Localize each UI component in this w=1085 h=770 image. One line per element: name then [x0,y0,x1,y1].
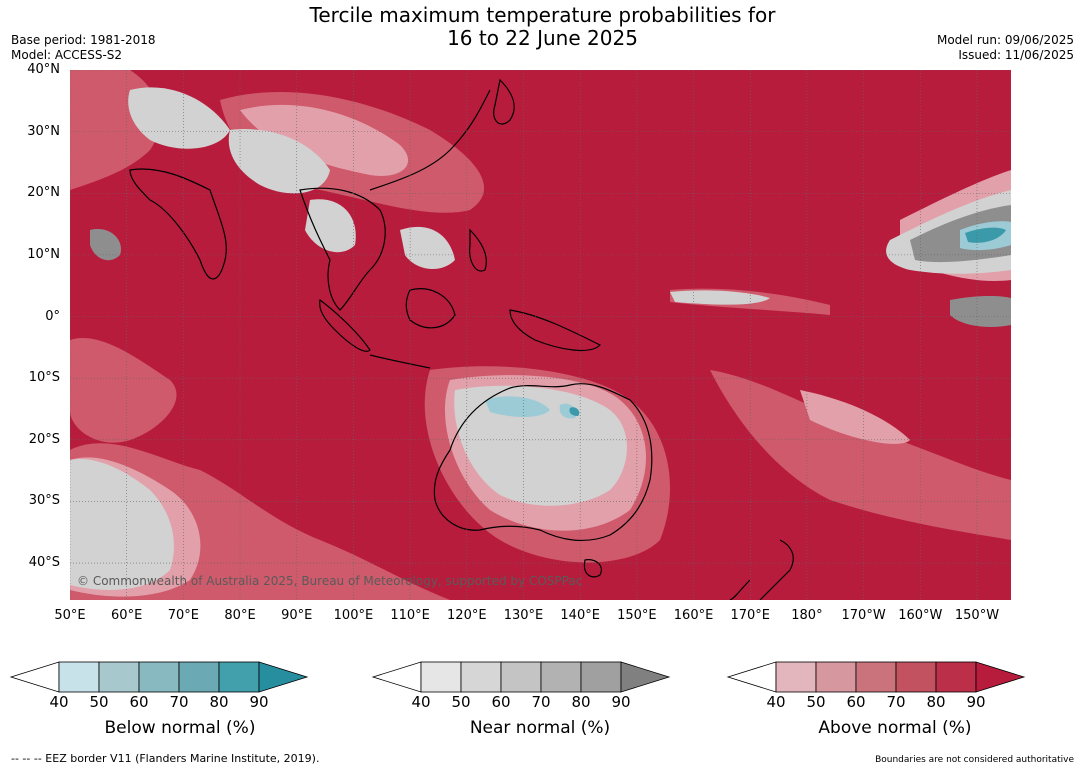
longitude-label: 150°W [954,608,1000,623]
colorbar-segment [178,661,220,693]
latitude-label: 30°S [28,493,60,509]
model-name: Model: ACCESS-S2 [11,48,123,62]
near-normal-title: Near normal (%) [469,718,611,738]
longitude-label: 170°W [841,608,886,623]
title-line-2: 16 to 22 June 2025 [447,26,638,50]
colorbars [9,661,1026,693]
latitude-label: 0° [45,308,60,324]
colorbar-segment [580,661,622,693]
colorbar-tick-label: 90 [611,693,631,711]
eez-border-note: -- -- -- EEZ border V11 (Flanders Marine… [11,752,320,765]
longitude-label: 150°E [617,608,657,623]
below-normal-title: Below normal (%) [104,718,256,738]
below-normal-high-areas [569,227,1006,416]
colorbar-below-normal [9,661,309,693]
longitude-label: 180° [791,608,823,623]
map-canvas [70,70,1011,600]
colorbar-segment [58,661,100,693]
longitude-label: 140°E [560,608,600,623]
coastlines [129,78,794,600]
colorbar-tick-label: 60 [491,693,511,711]
colorbar-tick-label: 50 [451,693,471,711]
colorbar-tick-label: 70 [531,693,551,711]
colorbar-tick-label: 80 [209,693,229,711]
longitude-label: 50°E [54,608,86,623]
colorbar-segment [460,661,502,693]
colorbar-above-normal [726,661,1026,693]
colorbar-tick-label: 50 [89,693,109,711]
colorbar-tick-label: 40 [411,693,431,711]
longitude-label: 90°E [281,608,313,623]
longitude-label: 160°E [673,608,714,623]
copyright-notice: © Commonwealth of Australia 2025, Bureau… [77,574,583,588]
latitude-label: 20°S [28,431,60,447]
longitude-label: 170°E [730,608,770,623]
colorbar-tick-label: 80 [926,693,946,711]
longitude-label: 120°E [447,608,487,623]
latitude-label: 10°S [28,370,60,386]
colorbar-tick-label: 50 [806,693,826,711]
colorbar-under-triangle [726,661,777,693]
longitude-label: 70°E [167,608,199,623]
colorbar-segment [540,661,582,693]
colorbar-tick-label: 40 [49,693,69,711]
colorbar-segment [138,661,180,693]
colorbar-tick-label: 80 [571,693,591,711]
longitude-label: 100°E [333,608,374,623]
colorbar-segment [218,661,260,693]
colorbar-over-triangle [620,661,671,693]
colorbar-near-normal [371,661,671,693]
longitude-label: 130°E [503,608,544,623]
colorbar-segment [500,661,542,693]
latitude-label: 40°S [28,555,60,571]
colorbar-under-triangle [9,661,60,693]
colorbar-segment [420,661,462,693]
colorbar-segment [895,661,937,693]
longitude-label: 110°E [390,608,430,623]
model-run: Model run: 09/06/2025 [936,33,1074,47]
colorbar-segment [855,661,897,693]
issued-date: Issued: 11/06/2025 [958,48,1074,62]
colorbar-over-triangle [258,661,309,693]
above-normal-title: Above normal (%) [818,718,972,738]
map-title: Tercile maximum temperature probabilitie… [0,4,1085,50]
probability-map: © Commonwealth of Australia 2025, Bureau… [70,70,1011,600]
colorbar-tick-label: 40 [766,693,786,711]
graticule [70,70,1011,600]
boundary-disclaimer: Boundaries are not considered authoritat… [875,755,1074,765]
title-line-1: Tercile maximum temperature probabilitie… [309,3,776,27]
meta-right: Model run: 09/06/2025 Issued: 11/06/2025 [937,33,1074,63]
colorbar-under-triangle [371,661,422,693]
colorbar-tick-label: 90 [249,693,269,711]
colorbar-tick-label: 70 [886,693,906,711]
colorbar-over-triangle [975,661,1026,693]
latitude-label: 20°N [27,185,60,201]
longitude-label: 160°W [898,608,943,623]
longitude-label: 80°E [224,608,256,623]
latitude-label: 40°N [27,62,60,77]
base-period: Base period: 1981-2018 [11,33,156,47]
colorbar-tick-label: 60 [846,693,866,711]
colorbar-segment [815,661,857,693]
colorbar-tick-label: 60 [129,693,149,711]
colorbar-segment [98,661,140,693]
colorbar-segment [935,661,977,693]
latitude-label: 30°N [27,123,60,139]
colorbar-tick-label: 90 [966,693,986,711]
meta-left: Base period: 1981-2018 Model: ACCESS-S2 [11,33,156,63]
colorbar-tick-label: 70 [169,693,189,711]
longitude-label: 60°E [111,608,143,623]
colorbar-segment [775,661,817,693]
latitude-label: 10°N [27,246,60,262]
